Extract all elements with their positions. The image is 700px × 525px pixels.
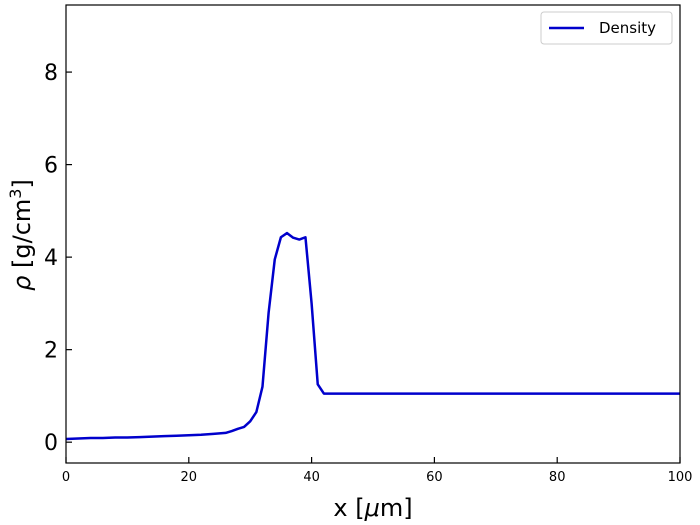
x-tick-label: 100 (668, 470, 693, 485)
x-tick-label: 80 (549, 470, 566, 485)
y-tick-label: 2 (44, 339, 58, 364)
x-tick-label: 0 (62, 470, 70, 485)
plot-area (65, 4, 681, 464)
x-tick-label: 40 (303, 470, 320, 485)
series-line-0 (65, 231, 680, 441)
x-axis-ticks: 0 20 40 60 80 100 (62, 457, 693, 485)
x-tick-label: 20 (181, 470, 198, 485)
y-axis-label: ρ [g/cm3] (6, 179, 36, 291)
legend-box (540, 11, 673, 45)
x-tick-label: 60 (426, 470, 443, 485)
y-axis-ticks: 0 2 4 6 8 (44, 61, 72, 456)
y-tick-label: 4 (44, 246, 58, 271)
legend-label-density: Density (599, 19, 656, 37)
x-axis-label: x [μm] (333, 494, 412, 522)
y-tick-label: 6 (44, 154, 58, 179)
y-tick-label: 8 (44, 61, 58, 86)
y-tick-label: 0 (44, 431, 58, 456)
plot-frame (65, 4, 681, 464)
legend: Density (540, 11, 673, 45)
